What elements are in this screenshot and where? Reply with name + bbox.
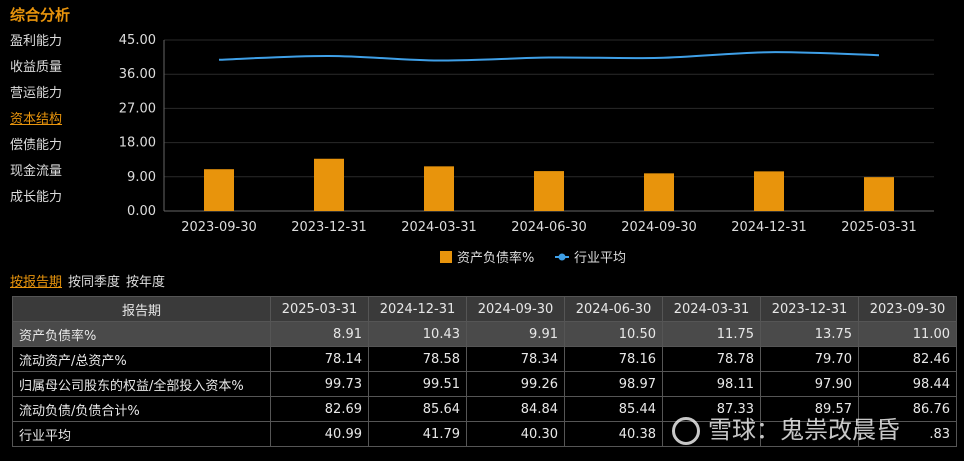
table-cell: 78.34: [466, 346, 565, 372]
xueqiu-logo-icon: [672, 417, 700, 445]
watermark-text: 雪球：鬼祟改晨昏: [708, 416, 900, 444]
sidebar-item[interactable]: 资本结构: [10, 112, 63, 127]
table-cell: 98.44: [858, 371, 957, 397]
bar: [644, 173, 674, 211]
row-label: 行业平均: [12, 421, 271, 447]
x-tick-label: 2023-12-31: [291, 220, 367, 235]
page-title: 综合分析: [10, 6, 71, 24]
table-cell: 85.44: [564, 396, 663, 422]
row-label: 资产负债率%: [12, 321, 271, 347]
bar: [864, 177, 894, 211]
table-cell: 10.43: [368, 321, 467, 347]
table-row: 归属母公司股东的权益/全部投入资本% 99.73 99.51 99.26 98.97 98…: [12, 371, 957, 397]
table-cell: .83: [858, 421, 957, 447]
row-label: 流动资产/总资产%: [12, 346, 271, 372]
table-cell: 11.75: [662, 321, 761, 347]
sidebar-item[interactable]: 现金流量: [10, 164, 63, 179]
table-cell: 98.11: [662, 371, 761, 397]
sidebar-item[interactable]: 营运能力: [10, 86, 63, 101]
table-row: 流动资产/总资产% 78.14 78.58 78.34 78.16 78.78 79.70 8…: [12, 346, 957, 372]
bar: [204, 169, 234, 211]
tab[interactable]: 按同季度: [68, 275, 121, 290]
column-header: 2024-09-30: [466, 296, 565, 322]
column-header: 2023-12-31: [760, 296, 859, 322]
data-table: 报告期 2025-03-31 2024-12-31 2024-09-30 2024-0…: [12, 296, 957, 447]
watermark: 雪球：鬼祟改晨昏: [672, 410, 900, 445]
tab[interactable]: 按年度: [126, 275, 166, 290]
table-row: 行业平均 40.99 41.79 40.30 40.38 .83: [12, 421, 957, 447]
table-cell: 82.69: [270, 396, 369, 422]
sidebar-item[interactable]: 盈利能力: [10, 34, 63, 49]
column-header: 2024-06-30: [564, 296, 663, 322]
sidebar-menu: 盈利能力收益质量营运能力资本结构偿债能力现金流量成长能力: [10, 32, 80, 214]
legend-label: 资产负债率%: [457, 250, 534, 266]
table-header-row: 报告期 2025-03-31 2024-12-31 2024-09-30 2024-0…: [12, 296, 957, 322]
table-cell: 41.79: [368, 421, 467, 447]
table-cell: 99.73: [270, 371, 369, 397]
table-cell: 40.38: [564, 421, 663, 447]
period-tabs: 按报告期 按同季度 按年度: [10, 271, 171, 290]
column-header: 2024-12-31: [368, 296, 467, 322]
x-tick-label: 2023-09-30: [181, 220, 257, 235]
table-cell: 9.91: [466, 321, 565, 347]
table-cell: 78.14: [270, 346, 369, 372]
table-cell: 99.51: [368, 371, 467, 397]
x-tick-label: 2024-09-30: [621, 220, 697, 235]
table-cell: 98.97: [564, 371, 663, 397]
table-cell: 13.75: [760, 321, 859, 347]
table-cell: 79.70: [760, 346, 859, 372]
sidebar-item[interactable]: 偿债能力: [10, 138, 63, 153]
table-cell: 40.30: [466, 421, 565, 447]
table-cell: [760, 421, 859, 447]
chart: 45.00 36.00 27.00 18.00 9.00 0.00 2023-09-30 20…: [119, 33, 934, 266]
x-tick-label: 2024-06-30: [511, 220, 587, 235]
row-label: 归属母公司股东的权益/全部投入资本%: [12, 371, 271, 397]
table-cell: 85.64: [368, 396, 467, 422]
table-cell: 82.46: [858, 346, 957, 372]
x-tick-label: 2024-12-31: [731, 220, 807, 235]
column-header: 2023-09-30: [858, 296, 957, 322]
sidebar-item[interactable]: 成长能力: [10, 190, 63, 205]
bar: [754, 171, 784, 211]
table-cell: 40.99: [270, 421, 369, 447]
y-tick-label: 0.00: [127, 204, 156, 219]
series-line: [218, 51, 880, 62]
table-cell: 78.78: [662, 346, 761, 372]
table-cell: 97.90: [760, 371, 859, 397]
table-row: 流动负债/负债合计% 82.69 85.64 84.84 85.44 87.33 89.57…: [12, 396, 957, 422]
y-tick-label: 36.00: [119, 67, 156, 82]
tab[interactable]: 按报告期: [10, 275, 63, 290]
table-cell: 99.26: [466, 371, 565, 397]
header-label-cell: 报告期: [12, 296, 271, 322]
y-tick-label: 18.00: [119, 136, 156, 151]
sidebar-item[interactable]: 收益质量: [10, 60, 63, 75]
y-tick-label: 27.00: [119, 101, 156, 116]
x-tick-label: 2025-03-31: [841, 220, 917, 235]
table-cell: 11.00: [858, 321, 957, 347]
table-cell: 78.16: [564, 346, 663, 372]
column-header: 2025-03-31: [270, 296, 369, 322]
legend-label: 行业平均: [574, 251, 626, 266]
y-tick-label: 9.00: [127, 170, 156, 185]
table-cell: 84.84: [466, 396, 565, 422]
table-row: 资产负债率% 8.91 10.43 9.91 10.50 11.75 13.75 11.00: [12, 321, 957, 347]
legend-line-marker: [558, 253, 566, 261]
x-tick-label: 2024-03-31: [401, 220, 477, 235]
y-tick-label: 45.00: [119, 33, 156, 48]
table-cell: 78.58: [368, 346, 467, 372]
table-cell: 10.50: [564, 321, 663, 347]
bar: [424, 166, 454, 211]
row-label: 流动负债/负债合计%: [12, 396, 271, 422]
table-cell: 8.91: [270, 321, 369, 347]
column-header: 2024-03-31: [662, 296, 761, 322]
bar: [534, 171, 564, 211]
table-cell: 89.57: [760, 396, 859, 422]
legend-bar-swatch: [440, 251, 452, 263]
bar: [314, 158, 344, 211]
